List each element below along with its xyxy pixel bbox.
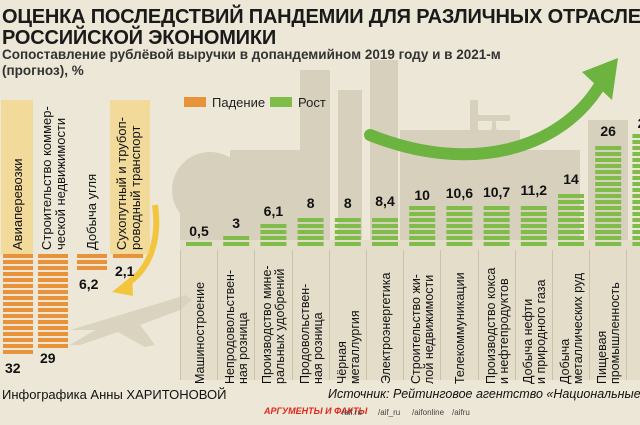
column-divider [329,250,330,380]
fall-bar [38,254,68,348]
growth-category-label: Телекоммуникации [453,272,468,384]
column-divider [626,250,627,380]
column-divider [589,250,590,380]
growth-bar [558,194,584,246]
social-link-1[interactable]: /aif.ru [342,408,363,417]
column-divider [440,250,441,380]
column-divider [254,250,255,380]
legend-swatch-fall [184,97,206,107]
growth-bar [632,134,640,246]
fall-highlight-panel [1,100,33,254]
growth-category-label: Непродовольствен- ная розница [223,269,251,384]
up-arrow-icon [364,79,606,161]
column-divider [552,250,553,380]
growth-category-label: Пищевая промышленность [595,282,623,384]
growth-value-label: 10 [414,187,430,203]
growth-value-label: 8,4 [375,193,395,210]
growth-category-label: Чёрная металлургия [334,310,362,384]
fall-value-label: 6,2 [79,276,99,293]
growth-category-label: Продовольствен- ная розница [297,283,325,384]
growth-value-label: 28 [625,115,640,131]
column-divider [403,250,404,380]
growth-category-label: Производство кокса и нефтепродуктов [483,267,511,384]
growth-value-label: 6,1 [263,202,284,219]
column-divider [515,250,516,380]
chart-subtitle-line2: (прогноз), % [2,63,84,78]
fall-bar [113,254,143,258]
social-link-2[interactable]: /aif_ru [378,408,401,417]
column-divider [292,250,293,380]
fall-value-label: 29 [40,350,56,367]
chart-title-line1: ОЦЕНКА ПОСЛЕДСТВИЙ ПАНДЕМИИ ДЛЯ РАЗЛИЧНЫ… [2,6,640,28]
growth-bar [297,218,324,246]
growth-bar [446,206,473,246]
chart-title-line2: РОССИЙСКОЙ ЭКОНОМИКИ [2,27,277,49]
growth-category-label: Добыча нефти и природного газа [520,279,548,384]
growth-category-label: Строительство жи- лой недвижимости [409,274,437,384]
social-link-4[interactable]: /aifru [452,408,470,417]
fall-category-label: Добыча угля [84,173,99,250]
growth-bar [520,206,547,246]
growth-value-label: 11,2 [520,182,548,199]
growth-bar [223,236,250,246]
legend-swatch-growth [270,97,292,107]
growth-category-label: Добыча металлических руд [558,272,585,384]
growth-bar [372,218,398,246]
chart-subtitle-line1: Сопоставление рублёвой выручки в допанде… [2,47,501,62]
growth-bar [334,218,361,246]
growth-bar [186,242,212,246]
growth-bar [260,224,287,246]
column-divider [217,250,218,380]
growth-bar [483,206,510,246]
growth-category-label: Электроэнергетика [379,272,393,384]
fall-category-label: Строительство коммер- ческой недвижимост… [39,106,68,250]
brand-logo: АРГУМЕНТЫ И ФАКТЫ [264,406,368,416]
growth-value-label: 0,5 [189,223,209,239]
source: Источник: Рейтинговое агентство «Национа… [328,387,640,401]
legend-label-fall: Падение [212,95,266,110]
fall-category-label: Авиаперевозки [10,158,25,250]
credit: Инфографика Анны ХАРИТОНОВОЙ [2,387,227,402]
social-link-3[interactable]: /aifonline [412,408,445,417]
column-divider [180,250,181,380]
fall-bar [77,254,107,270]
fall-value-label: 32 [5,360,21,376]
growth-category-label: Производство мине- ральных удобрений [260,265,288,384]
column-divider [478,250,479,380]
growth-value-label: 8 [343,195,352,211]
fall-bar [3,254,33,354]
growth-category-label: Машиностроение [193,281,207,384]
column-divider [366,250,367,380]
growth-value-label: 10,7 [482,184,511,201]
fall-highlight-panel [110,100,150,254]
growth-value-label: 8 [306,195,315,211]
growth-value-label: 10,6 [445,184,474,201]
fall-category-label: Сухопутный и трубоп- роводный транспорт [114,117,143,250]
legend-label-growth: Рост [298,95,326,110]
growth-value-label: 26 [600,123,616,139]
growth-bar [409,206,436,246]
growth-value-label: 14 [563,171,579,187]
growth-bar [595,146,622,246]
fall-value-label: 2,1 [115,262,135,279]
airplane-icon [70,295,192,347]
growth-value-label: 3 [232,215,241,231]
